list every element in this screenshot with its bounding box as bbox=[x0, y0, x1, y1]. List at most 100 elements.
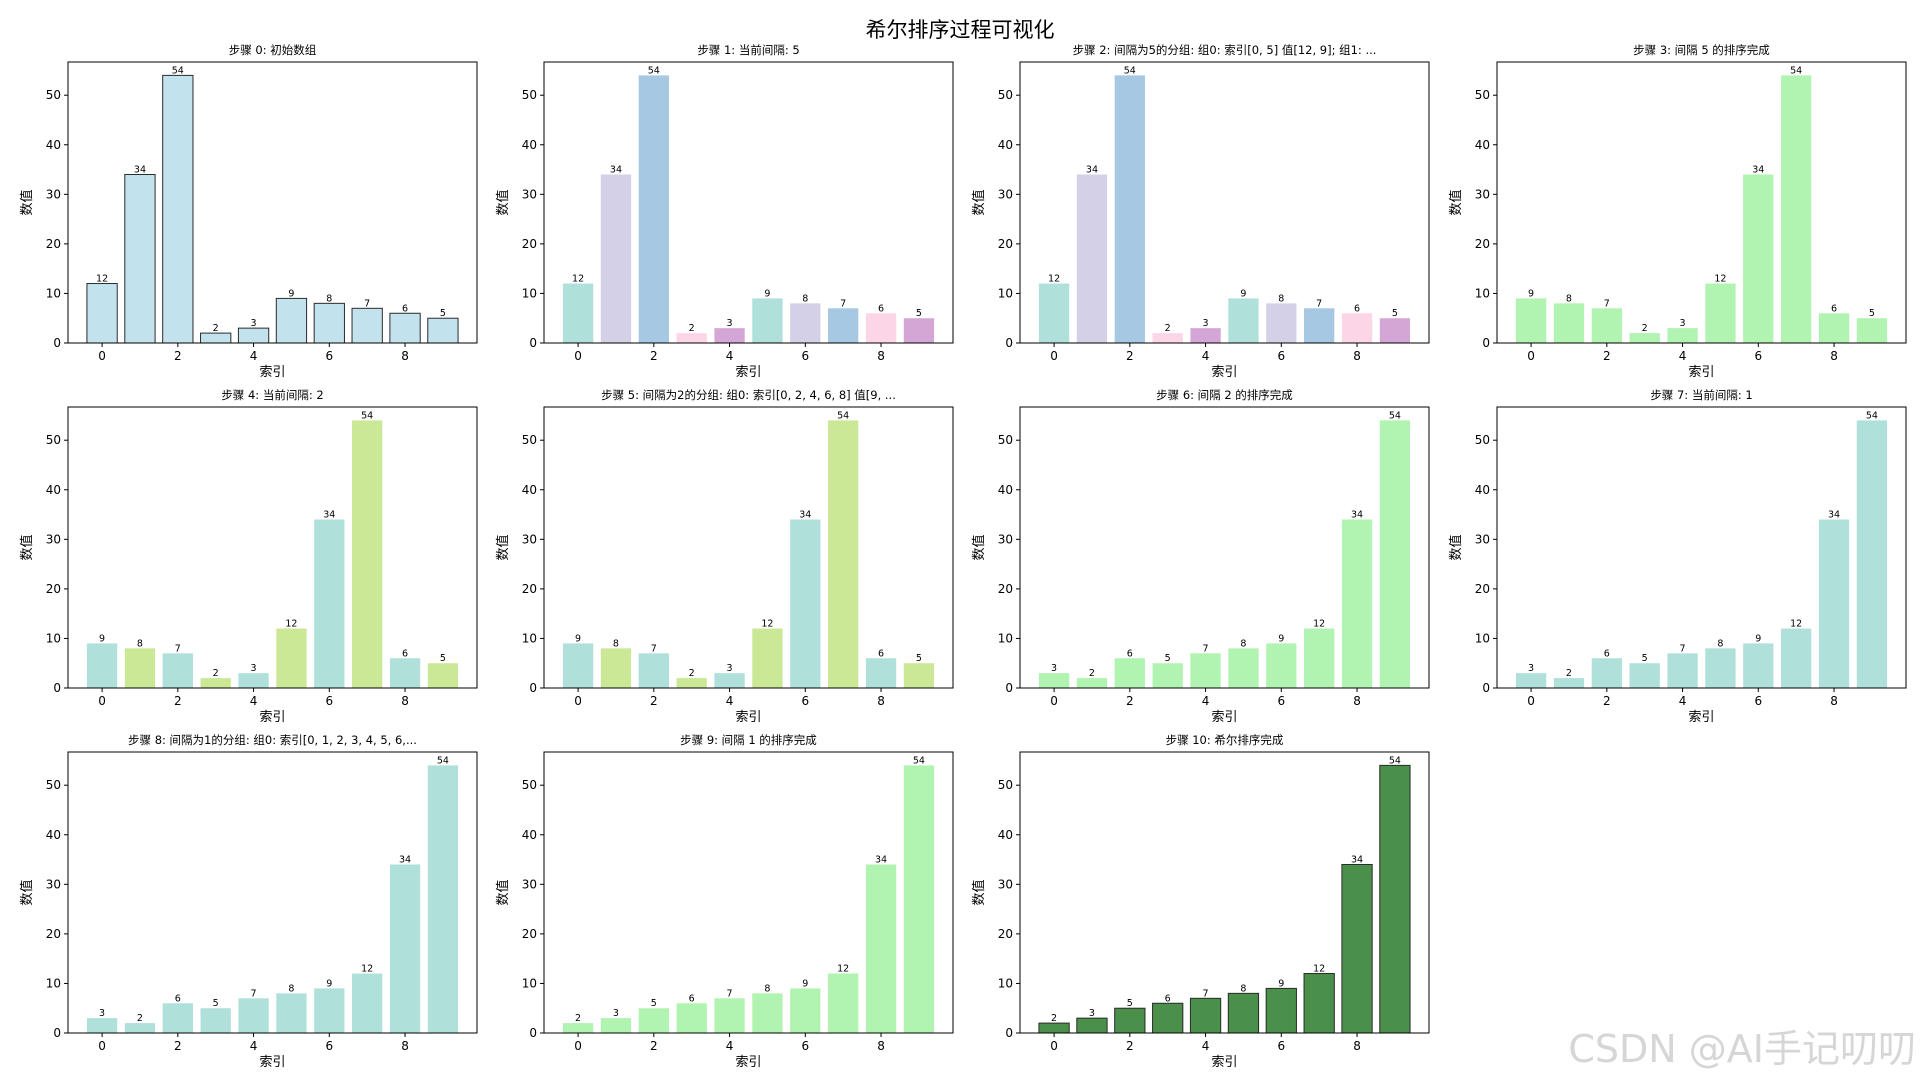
y-tick-label: 50 bbox=[46, 778, 61, 792]
y-tick-label: 40 bbox=[46, 138, 61, 152]
x-axis-label: 索引 bbox=[735, 1055, 761, 1070]
bar-value-label: 9 bbox=[764, 288, 770, 299]
y-tick-label: 20 bbox=[998, 582, 1013, 596]
bar bbox=[237, 327, 270, 344]
y-tick-label: 40 bbox=[46, 483, 61, 497]
x-tick-label: 6 bbox=[1754, 349, 1762, 363]
bar bbox=[86, 283, 118, 344]
bar-value-label: 9 bbox=[1278, 633, 1284, 644]
bar-value-label: 54 bbox=[172, 65, 184, 76]
y-axis-label: 数值 bbox=[19, 189, 35, 215]
y-tick-label: 50 bbox=[1475, 433, 1490, 447]
bar-value-label: 2 bbox=[1642, 323, 1648, 334]
y-tick-label: 0 bbox=[529, 336, 537, 350]
bar-value-label: 12 bbox=[1048, 274, 1060, 285]
bar bbox=[352, 973, 383, 1033]
bar-value-label: 5 bbox=[916, 308, 922, 319]
bar-value-label: 34 bbox=[1752, 164, 1764, 175]
y-tick-label: 20 bbox=[46, 927, 61, 941]
y-tick-label: 40 bbox=[998, 828, 1013, 842]
bar-value-label: 7 bbox=[1316, 298, 1322, 309]
bar bbox=[1379, 318, 1411, 343]
plot-frame bbox=[1496, 61, 1907, 344]
plot-frame bbox=[67, 61, 478, 344]
bar-value-label: 8 bbox=[1240, 638, 1246, 649]
bar-value-label: 9 bbox=[99, 633, 105, 644]
bar bbox=[638, 653, 669, 688]
x-tick-label: 2 bbox=[1126, 349, 1134, 363]
x-tick-label: 8 bbox=[1353, 1039, 1361, 1053]
bar-value-label: 6 bbox=[1831, 303, 1837, 314]
bar bbox=[314, 519, 345, 688]
bar bbox=[1379, 420, 1411, 688]
y-axis-label: 数值 bbox=[971, 189, 987, 215]
bar bbox=[790, 988, 821, 1033]
bar-value-label: 6 bbox=[878, 303, 884, 314]
bar bbox=[1303, 973, 1335, 1034]
y-tick-label: 30 bbox=[522, 532, 537, 546]
y-tick-label: 0 bbox=[1005, 1026, 1013, 1040]
bar-value-label: 12 bbox=[572, 274, 584, 285]
bar bbox=[427, 765, 459, 1033]
x-tick-label: 6 bbox=[801, 1039, 809, 1053]
plot-frame bbox=[543, 406, 954, 689]
bar bbox=[1266, 303, 1297, 343]
y-tick-label: 10 bbox=[522, 976, 537, 990]
bar bbox=[1152, 1002, 1184, 1034]
bar bbox=[276, 993, 307, 1033]
bar bbox=[865, 658, 897, 688]
y-tick-label: 10 bbox=[46, 631, 61, 645]
y-tick-label: 0 bbox=[53, 336, 61, 350]
bar bbox=[828, 420, 859, 688]
x-tick-label: 6 bbox=[801, 349, 809, 363]
bar bbox=[562, 643, 594, 688]
bar bbox=[427, 663, 459, 688]
bar-value-label: 3 bbox=[1089, 1008, 1095, 1019]
y-axis-label: 数值 bbox=[1448, 189, 1464, 215]
y-tick-label: 30 bbox=[998, 877, 1013, 891]
y-tick-label: 40 bbox=[522, 483, 537, 497]
x-tick-label: 0 bbox=[98, 694, 106, 708]
bar bbox=[1591, 308, 1622, 343]
bar-value-label: 12 bbox=[96, 274, 108, 285]
y-tick-label: 30 bbox=[522, 187, 537, 201]
y-tick-label: 20 bbox=[1475, 582, 1490, 596]
bar bbox=[752, 628, 783, 688]
bar bbox=[752, 993, 783, 1033]
figure-title: 希尔排序过程可视化 bbox=[865, 18, 1055, 42]
x-tick-label: 0 bbox=[1050, 349, 1058, 363]
bar bbox=[865, 313, 897, 343]
subplot-5: 步骤 5: 间隔为2的分组: 组0: 索引[0, 2, 4, 6, 8] 值[9… bbox=[495, 388, 954, 725]
y-tick-label: 20 bbox=[46, 582, 61, 596]
y-tick-label: 10 bbox=[46, 976, 61, 990]
bar-value-label: 5 bbox=[1392, 308, 1398, 319]
x-tick-label: 0 bbox=[574, 349, 582, 363]
y-tick-label: 40 bbox=[1475, 483, 1490, 497]
bar bbox=[200, 1008, 231, 1033]
y-tick-label: 50 bbox=[998, 433, 1013, 447]
bar bbox=[1743, 174, 1774, 343]
y-tick-label: 50 bbox=[522, 88, 537, 102]
bar bbox=[1667, 653, 1698, 688]
y-tick-label: 20 bbox=[998, 927, 1013, 941]
bar-value-label: 8 bbox=[1278, 293, 1284, 304]
x-tick-label: 2 bbox=[1126, 694, 1134, 708]
x-tick-label: 4 bbox=[250, 349, 258, 363]
x-tick-label: 6 bbox=[1277, 1039, 1285, 1053]
x-tick-label: 4 bbox=[1679, 349, 1687, 363]
subplot-title: 步骤 5: 间隔为2的分组: 组0: 索引[0, 2, 4, 6, 8] 值[9… bbox=[601, 388, 896, 402]
bar-value-label: 3 bbox=[1528, 663, 1534, 674]
x-tick-label: 8 bbox=[1353, 349, 1361, 363]
bar-value-label: 8 bbox=[137, 638, 143, 649]
x-tick-label: 8 bbox=[877, 694, 885, 708]
bar-value-label: 2 bbox=[575, 1013, 581, 1024]
bar-value-label: 2 bbox=[689, 668, 695, 679]
bar-value-label: 3 bbox=[727, 663, 733, 674]
bar-value-label: 6 bbox=[1604, 648, 1610, 659]
bar bbox=[1190, 653, 1221, 688]
x-tick-label: 0 bbox=[1527, 694, 1535, 708]
bar-value-label: 6 bbox=[689, 993, 695, 1004]
bar bbox=[1781, 628, 1812, 688]
